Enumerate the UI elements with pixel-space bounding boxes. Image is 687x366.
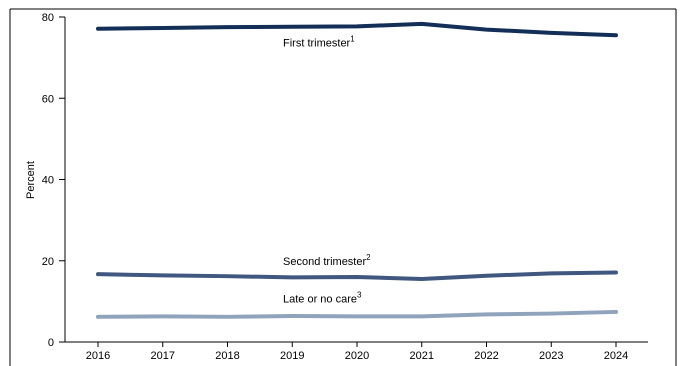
x-tick-label: 2017 (151, 350, 175, 362)
series-footnote-marker: 3 (357, 290, 362, 299)
x-tick-label: 2019 (280, 350, 304, 362)
series-name: Second trimester (283, 256, 366, 268)
series-line-first-trimester (96, 21, 618, 38)
x-axis-ticks: 2016 2017 2018 2019 2020 2021 2022 2023 2024 (86, 342, 628, 362)
series-labels: First trimester1 Second trimester2 Late or… (283, 34, 371, 305)
y-tick-label: 40 (42, 175, 54, 187)
x-tick-label: 2021 (410, 350, 434, 362)
y-tick-label: 20 (42, 256, 54, 268)
series-name: Late or no care (283, 293, 357, 305)
y-axis-title: Percent (25, 161, 37, 199)
x-tick-label: 2016 (86, 350, 110, 362)
x-tick-label: 2022 (474, 350, 498, 362)
series-label-first-trimester: First trimester1 (283, 34, 355, 49)
y-tick-label: 0 (48, 337, 54, 349)
x-tick-label: 2018 (215, 350, 239, 362)
series-footnote-marker: 2 (366, 253, 371, 262)
series-footnote-marker: 1 (350, 34, 355, 43)
x-tick-label: 2020 (345, 350, 369, 362)
y-axis-ticks: 0 20 40 60 80 (42, 12, 65, 349)
series-label-second-trimester: Second trimester2 (283, 253, 371, 268)
series-lines (96, 21, 618, 319)
series-label-late-or-no-care: Late or no care3 (283, 290, 362, 305)
x-tick-label: 2024 (604, 350, 628, 362)
y-tick-label: 60 (42, 93, 54, 105)
x-tick-label: 2023 (539, 350, 563, 362)
series-line-second-trimester (96, 270, 618, 282)
series-name: First trimester (283, 37, 351, 49)
y-tick-label: 80 (42, 12, 54, 24)
series-line-late-or-no-care (96, 309, 618, 319)
